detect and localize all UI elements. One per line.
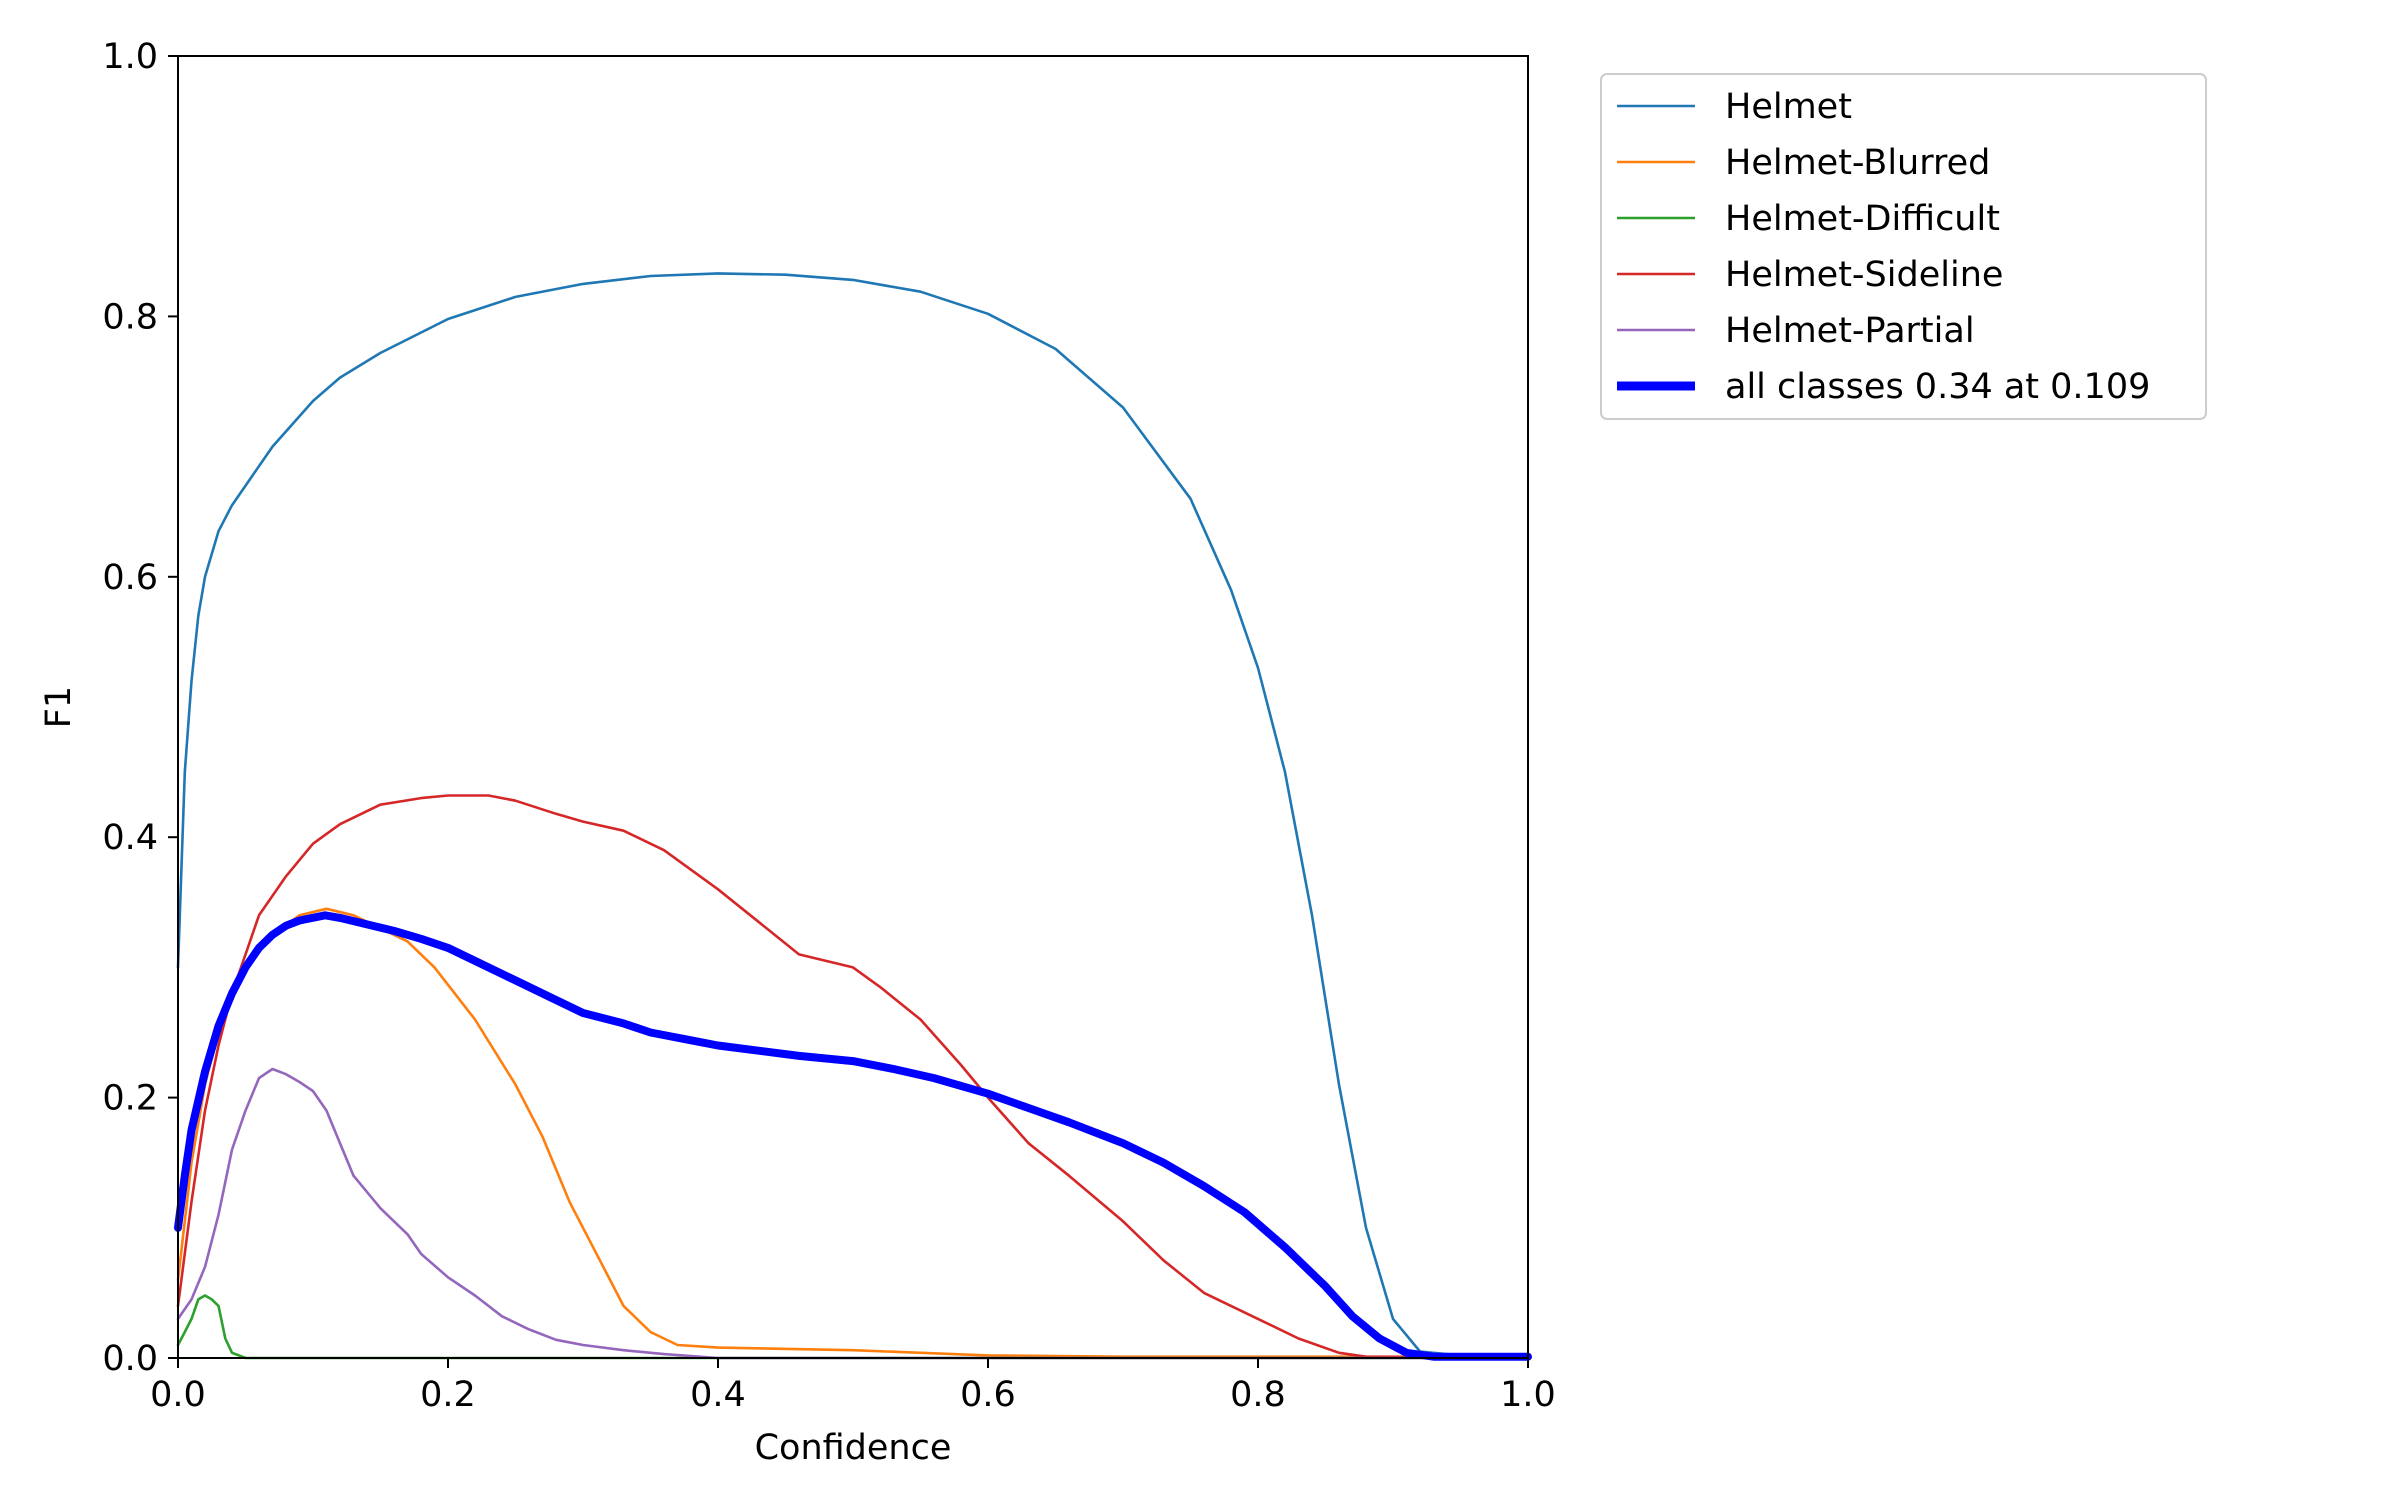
legend-label-3: Helmet-Difficult [1725,199,2000,239]
y-tick-label: 0.0 [102,1339,158,1379]
y-axis-label: F1 [39,686,79,728]
legend-label-2: Helmet-Blurred [1725,143,1990,183]
plot-frame [177,55,1529,1359]
series-line-3 [176,1294,1530,1360]
y-tick-label: 0.2 [102,1079,158,1119]
x-tick-label: 1.0 [1500,1375,1556,1415]
legend-box [1600,73,2207,420]
y-tick-label: 0.4 [102,818,158,858]
legend: Helmet Helmet-Blurred Helmet-Difficult Helm… [1600,73,2207,420]
x-axis: 0.0 0.2 0.4 0.6 0.8 1.0 [150,1358,1556,1415]
plot-series [174,272,1532,1361]
y-tick-label: 0.6 [102,558,158,598]
x-tick-label: 0.8 [1230,1375,1286,1415]
x-axis-label: Confidence [755,1428,952,1468]
legend-label-5: Helmet-Partial [1725,311,1975,351]
x-tick-label: 0.0 [150,1375,206,1415]
series-line-6 [174,911,1532,1361]
y-tick-label: 1.0 [102,37,158,77]
series-line-1 [176,272,1530,1357]
series-line-4 [176,794,1530,1360]
y-tick-label: 0.8 [102,297,158,337]
x-tick-label: 0.6 [960,1375,1016,1415]
legend-label-6: all classes 0.34 at 0.109 [1725,367,2150,407]
x-tick-label: 0.2 [420,1375,476,1415]
series-line-5 [176,1067,1530,1360]
legend-label-4: Helmet-Sideline [1725,255,2003,295]
x-tick-label: 0.4 [690,1375,746,1415]
y-axis: 0.0 0.2 0.4 0.6 0.8 1.0 [102,37,178,1379]
legend-label-1: Helmet [1725,87,1852,127]
